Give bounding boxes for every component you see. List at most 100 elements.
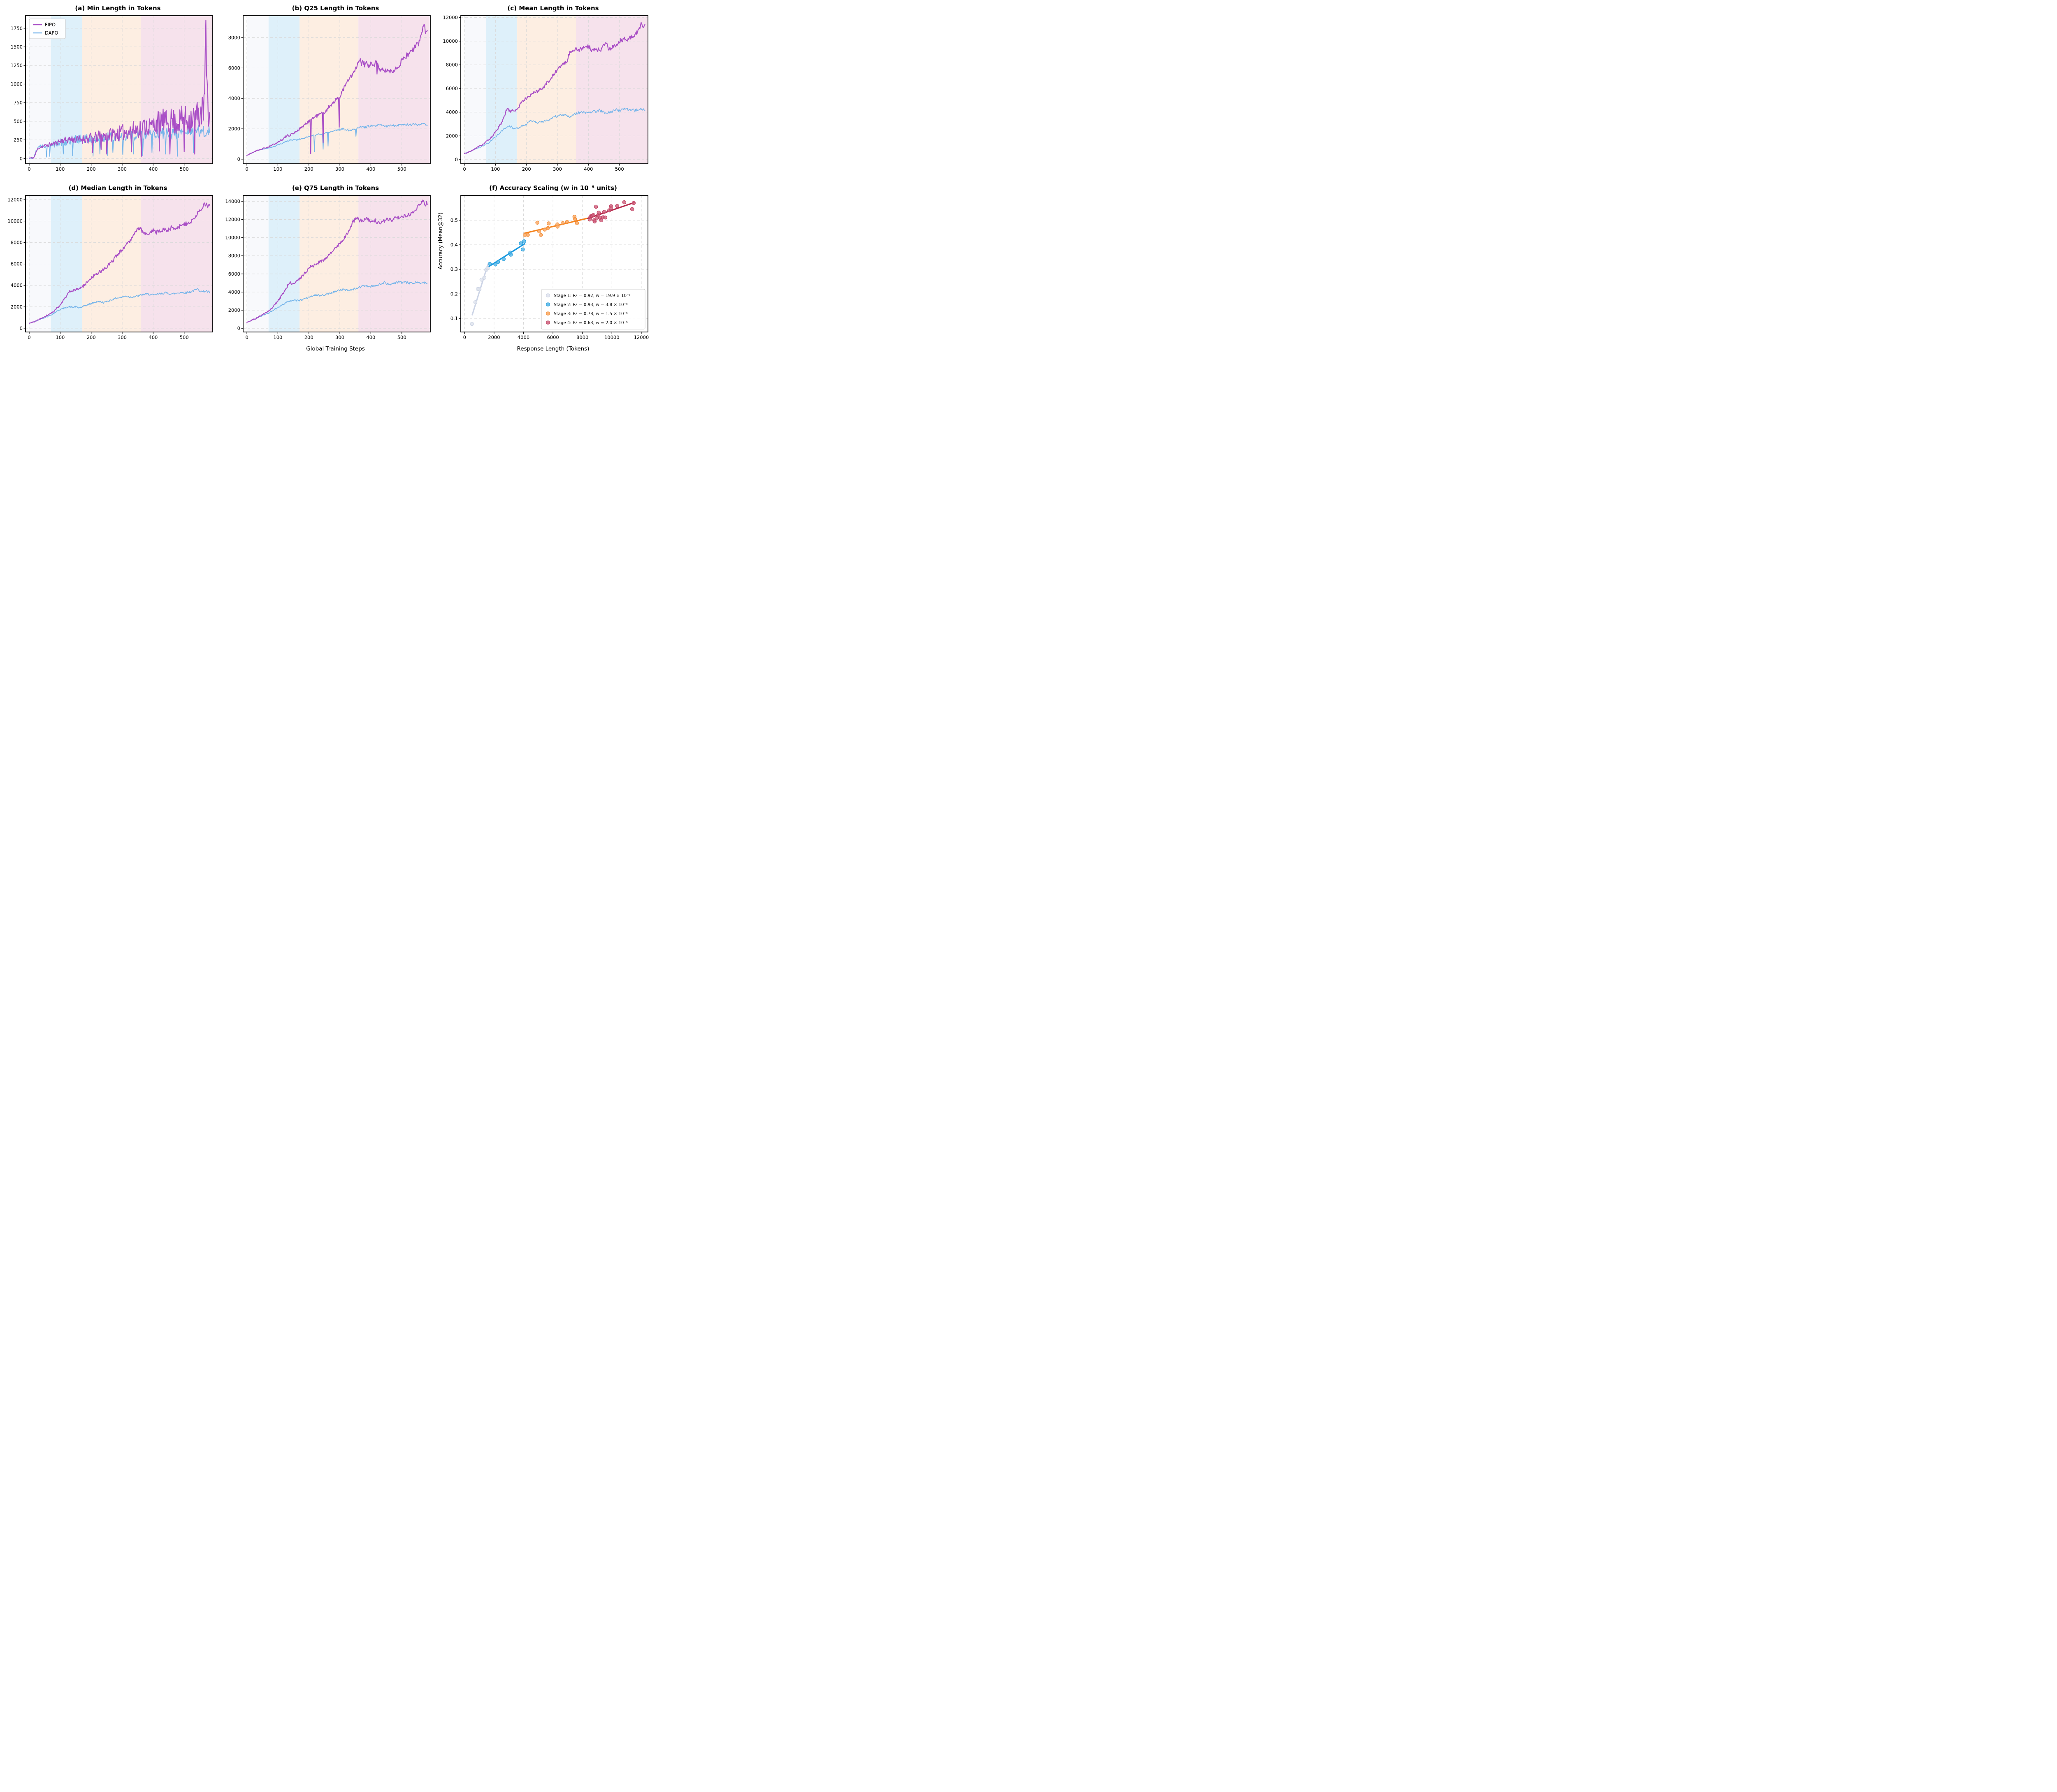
- response-length-xlabel: Response Length (Tokens): [517, 345, 590, 352]
- svg-text:400: 400: [366, 334, 375, 340]
- svg-text:Stage 3: R² = 0.78, w = 1.5 ×: Stage 3: R² = 0.78, w = 1.5 × 10⁻⁵: [554, 311, 628, 316]
- svg-text:100: 100: [273, 334, 282, 340]
- svg-text:8000: 8000: [11, 239, 23, 245]
- svg-text:10000: 10000: [604, 334, 620, 340]
- panel-q25-length: (b) Q25 Length in Tokens 0 100 200 300 400 50…: [221, 3, 434, 179]
- panel-b-plot: 0 100 200 300 400 500 0 2000 4000 6000 8000: [228, 15, 431, 172]
- svg-text:0: 0: [463, 166, 466, 172]
- svg-text:400: 400: [584, 166, 593, 172]
- svg-text:1000: 1000: [11, 81, 23, 87]
- panel-b-title: (b) Q25 Length in Tokens: [292, 5, 379, 12]
- svg-text:8000: 8000: [576, 334, 588, 340]
- panel-min-length: (a) Min Length in Tokens 0 100 200 300 400 50…: [3, 3, 216, 179]
- svg-text:10000: 10000: [7, 218, 23, 224]
- svg-text:500: 500: [615, 166, 624, 172]
- svg-text:300: 300: [553, 166, 562, 172]
- svg-text:2000: 2000: [228, 307, 240, 313]
- panel-accuracy-scaling: (f) Accuracy Scaling (w in 10⁻⁵ units) A…: [438, 183, 651, 357]
- svg-text:6000: 6000: [547, 334, 559, 340]
- panel-e-title: (e) Q75 Length in Tokens: [292, 184, 379, 192]
- svg-text:2000: 2000: [11, 304, 23, 309]
- panel-d-title: (d) Median Length in Tokens: [68, 184, 167, 192]
- svg-text:0.2: 0.2: [450, 291, 458, 297]
- svg-text:500: 500: [180, 166, 189, 172]
- panel-d-plot: 0 100 200 300 400 500 0 2000 4000 6000 8000 10000 12…: [7, 195, 213, 340]
- svg-text:0.4: 0.4: [450, 242, 458, 248]
- svg-text:Stage 4: R² = 0.63, w = 2.0 ×: Stage 4: R² = 0.63, w = 2.0 × 10⁻⁵: [554, 320, 628, 325]
- svg-text:10000: 10000: [443, 38, 458, 44]
- svg-text:500: 500: [397, 334, 406, 340]
- panel-a-title: (a) Min Length in Tokens: [75, 5, 161, 12]
- panel-f-title: (f) Accuracy Scaling (w in 10⁻⁵ units): [489, 184, 617, 192]
- svg-text:4000: 4000: [446, 109, 458, 115]
- panel-median-length: (d) Median Length in Tokens 0 100 200 300 40…: [3, 183, 216, 357]
- svg-text:0.5: 0.5: [450, 217, 458, 223]
- svg-text:300: 300: [118, 166, 127, 172]
- svg-text:6000: 6000: [11, 261, 23, 267]
- accuracy-ylabel: Accuracy (Mean@32): [438, 212, 444, 269]
- svg-text:200: 200: [522, 166, 531, 172]
- panel-mean-length: (c) Mean Length in Tokens 0 100 200 300 400 5…: [439, 3, 651, 179]
- svg-text:4000: 4000: [518, 334, 529, 340]
- svg-text:300: 300: [335, 334, 344, 340]
- svg-text:6000: 6000: [228, 65, 240, 71]
- svg-text:300: 300: [118, 334, 127, 340]
- panel-c-plot: 0 100 200 300 400 500 0 2000 4000 6000 8000 10000 12…: [443, 14, 648, 172]
- panel-q75-length: (e) Q75 Length in Tokens 0 100 200 300 400 50…: [221, 183, 434, 357]
- svg-text:4000: 4000: [228, 289, 240, 295]
- svg-text:10000: 10000: [225, 234, 240, 240]
- svg-text:12000: 12000: [7, 197, 23, 202]
- svg-text:1250: 1250: [11, 63, 23, 68]
- svg-text:FIPO: FIPO: [45, 22, 56, 28]
- panel-c-title: (c) Mean Length in Tokens: [507, 5, 599, 12]
- svg-text:2000: 2000: [488, 334, 500, 340]
- svg-text:500: 500: [397, 166, 406, 172]
- svg-text:1500: 1500: [11, 44, 23, 50]
- panel-d-xlabel-spacer: [3, 344, 216, 354]
- svg-text:Stage 1: R² = 0.92, w = 19.9 ×: Stage 1: R² = 0.92, w = 19.9 × 10⁻⁵: [554, 293, 631, 298]
- svg-text:1750: 1750: [11, 26, 23, 31]
- svg-text:100: 100: [56, 334, 65, 340]
- svg-text:14000: 14000: [225, 198, 240, 204]
- svg-text:400: 400: [149, 166, 158, 172]
- svg-text:12000: 12000: [443, 14, 458, 20]
- svg-text:0: 0: [28, 166, 30, 172]
- svg-text:250: 250: [14, 137, 23, 143]
- svg-text:0: 0: [455, 157, 458, 162]
- svg-text:750: 750: [14, 100, 23, 106]
- svg-text:6000: 6000: [446, 86, 458, 91]
- svg-text:4000: 4000: [11, 282, 23, 288]
- svg-text:100: 100: [273, 166, 282, 172]
- svg-text:0: 0: [20, 325, 23, 331]
- svg-text:12000: 12000: [634, 334, 649, 340]
- svg-text:0: 0: [237, 156, 240, 162]
- svg-text:100: 100: [491, 166, 500, 172]
- svg-text:DAPO: DAPO: [45, 30, 58, 36]
- svg-text:8000: 8000: [446, 62, 458, 68]
- svg-text:500: 500: [180, 334, 189, 340]
- svg-text:8000: 8000: [228, 35, 240, 41]
- panel-f-plot: 0 2000 4000 6000 8000 10000 12000 0.1 0.2 0.3 0.4 0…: [450, 195, 649, 340]
- svg-text:200: 200: [304, 334, 313, 340]
- svg-text:6000: 6000: [228, 271, 240, 276]
- svg-text:0: 0: [245, 334, 248, 340]
- svg-text:100: 100: [56, 166, 65, 172]
- svg-text:Stage 2: R² = 0.93, w = 3.8 ×: Stage 2: R² = 0.93, w = 3.8 × 10⁻⁵: [554, 302, 628, 307]
- svg-text:0: 0: [463, 334, 466, 340]
- svg-text:12000: 12000: [225, 216, 240, 222]
- svg-text:400: 400: [149, 334, 158, 340]
- svg-text:0: 0: [245, 166, 248, 172]
- figure: (a) Min Length in Tokens 0 100 200 300 400 50…: [0, 0, 655, 358]
- svg-text:200: 200: [87, 166, 96, 172]
- svg-text:300: 300: [335, 166, 344, 172]
- svg-text:400: 400: [366, 166, 375, 172]
- global-training-steps-label: Global Training Steps: [306, 345, 365, 352]
- svg-text:0: 0: [237, 325, 240, 331]
- svg-text:200: 200: [87, 334, 96, 340]
- panel-a-plot: 0 100 200 300 400 500 0 250 500 750 1000 1250 1500 17…: [11, 15, 213, 172]
- svg-text:200: 200: [304, 166, 313, 172]
- panel-e-plot: 0 100 200 300 400 500 0 2000 4000 6000 8000 10000 12…: [225, 195, 431, 340]
- svg-text:8000: 8000: [228, 253, 240, 258]
- svg-text:0.3: 0.3: [450, 266, 458, 272]
- svg-text:0.1: 0.1: [450, 316, 458, 321]
